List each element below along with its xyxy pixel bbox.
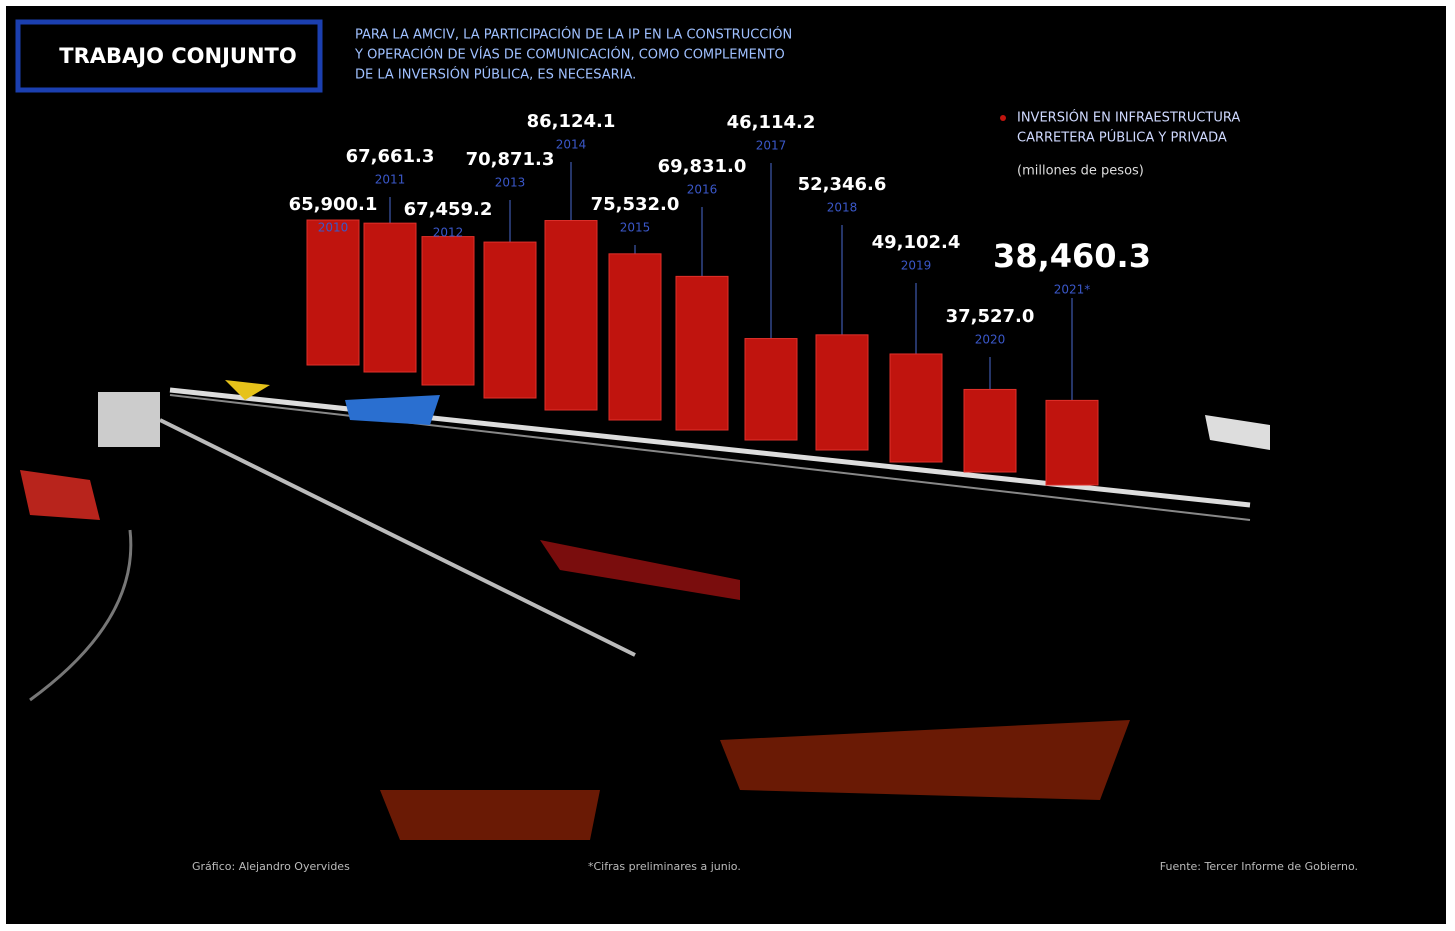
value-label: 46,114.2 [727,112,816,133]
legend-label: CARRETERA PÚBLICA Y PRIVADA [1017,130,1227,146]
value-label: 65,900.1 [289,194,378,215]
category-label: 2012 [433,226,464,240]
category-label: 2020 [975,333,1006,347]
value-label: 70,871.3 [466,149,555,170]
value-label: 38,460.3 [993,237,1151,275]
legend-swatch [1000,115,1006,121]
value-label: 75,532.0 [591,194,680,215]
footnote: *Cifras preliminares a junio. [588,860,741,873]
legend-label: INVERSIÓN EN INFRAESTRUCTURA [1017,110,1240,126]
bar [544,220,598,411]
category-label: 2017 [756,139,787,153]
value-label: 49,102.4 [872,232,961,253]
background [6,6,1446,924]
value-label: 37,527.0 [946,306,1035,327]
units-label: (millones de pesos) [1017,164,1144,179]
value-label: 67,661.3 [346,146,435,167]
bar [306,219,360,366]
bar [363,222,417,373]
category-label: 2010 [318,221,349,235]
subtitle: PARA LA AMCIV, LA PARTICIPACIÓN DE LA IP… [355,27,792,43]
subtitle: Y OPERACIÓN DE VÍAS DE COMUNICACIÓN, COM… [354,47,785,63]
subtitle: DE LA INVERSIÓN PÚBLICA, ES NECESARIA. [355,67,636,83]
bar [483,241,537,399]
value-label: 69,831.0 [658,156,747,177]
bar [1045,399,1099,486]
bar [421,236,475,386]
credit: Gráfico: Alejandro Oyervides [192,860,350,873]
category-label: 2018 [827,201,858,215]
value-label: 67,459.2 [404,199,493,220]
bar [675,275,729,431]
category-label: 2015 [620,221,651,235]
category-label: 2013 [495,176,526,190]
category-label: 2016 [687,183,718,197]
source: Fuente: Tercer Informe de Gobierno. [1160,860,1358,873]
category-label: 2021* [1054,283,1091,297]
road [20,380,1270,840]
category-label: 2011 [375,173,406,187]
title-box [15,19,323,93]
bar [608,253,662,421]
value-label: 86,124.1 [527,111,616,132]
bar [744,338,798,441]
bar [889,353,943,463]
bar [963,388,1017,473]
bar [815,334,869,451]
category-label: 2014 [556,138,587,152]
chart-title: TRABAJO CONJUNTO [59,44,296,68]
value-label: 52,346.6 [798,174,887,195]
category-label: 2019 [901,259,932,273]
